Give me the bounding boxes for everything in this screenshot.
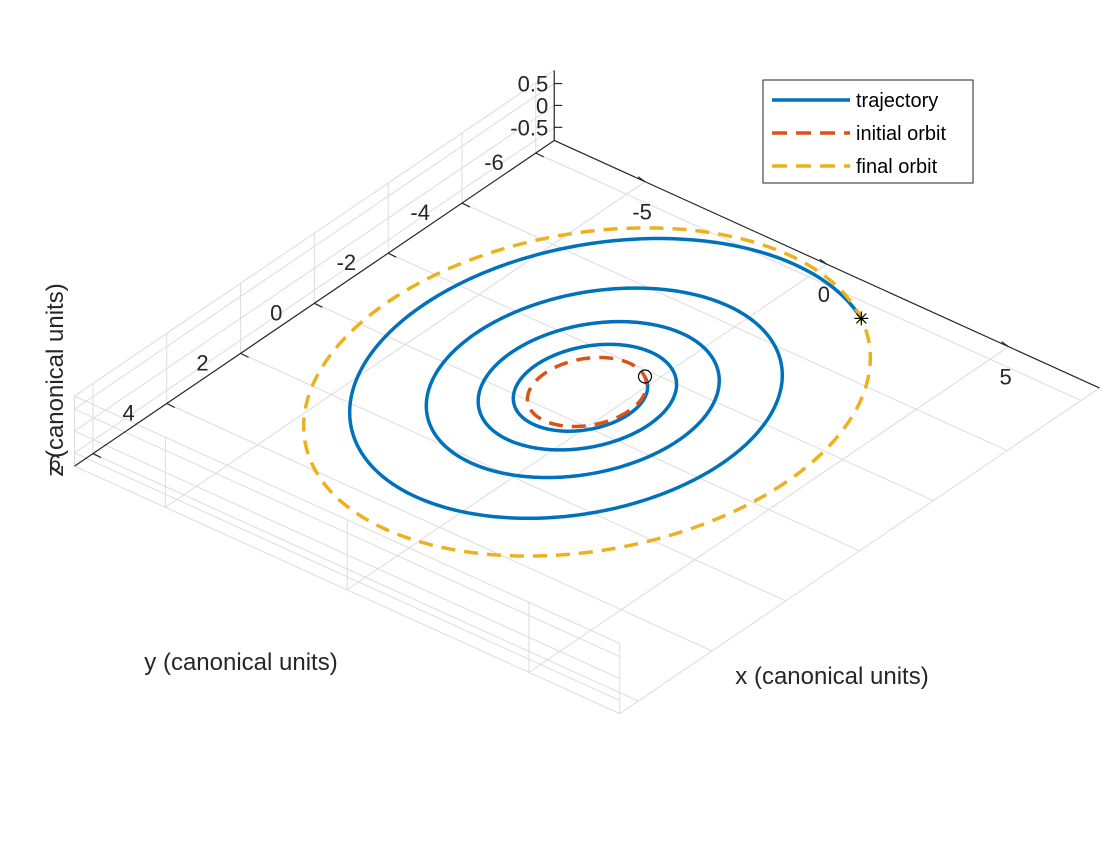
y-tick: [314, 302, 323, 308]
y-tick-label: -2: [337, 250, 357, 275]
pane-border: [619, 387, 1100, 715]
x-axis-label: x (canonical units): [735, 663, 928, 690]
y-tick-label: -6: [484, 150, 504, 175]
backwall-grid-z: [74, 408, 620, 658]
sidewall-grid-z: [74, 126, 555, 454]
y-tick-label: 2: [196, 350, 208, 375]
legend-label-initial-orbit: initial orbit: [856, 123, 946, 145]
y-axis-label: y (canonical units): [144, 649, 337, 676]
floor-grid-y: [240, 352, 787, 602]
marker-start: [637, 369, 653, 384]
marker-end: [854, 311, 869, 326]
y-axis-line: [74, 139, 555, 467]
y-tick-label: 6: [49, 451, 61, 476]
series-trajectory: [347, 236, 863, 521]
z-tick-label: 0.5: [518, 72, 549, 97]
legend-label-trajectory: trajectory: [856, 90, 938, 112]
pane-border: [74, 465, 620, 715]
floor-grid-y: [535, 152, 1082, 401]
grid-layer: [74, 69, 1100, 715]
y-tick: [240, 352, 249, 358]
legend: trajectory initial orbit final orbit: [762, 79, 974, 184]
backwall-grid-z: [74, 430, 620, 680]
marker-stroke: [855, 313, 867, 324]
legend-label-final-orbit: final orbit: [856, 156, 938, 178]
y-tick: [535, 152, 545, 158]
pane-border: [74, 69, 555, 397]
x-tick: [819, 258, 828, 265]
y-tick: [166, 402, 176, 409]
marker-layer: [637, 311, 869, 384]
x-tick: [1001, 341, 1009, 348]
x-tick-label: -5: [632, 200, 652, 225]
z-tick-label: 0: [536, 93, 548, 118]
y-tick-label: -4: [410, 200, 430, 225]
y-tick-label: 0: [270, 300, 282, 325]
series-final-orbit: [301, 226, 873, 558]
x-tick-label: 5: [999, 365, 1011, 390]
z-tick-label: -0.5: [510, 115, 548, 140]
y-tick: [387, 252, 397, 258]
backwall-grid-z: [74, 452, 620, 701]
y-tick: [92, 453, 102, 459]
x-tick: [637, 176, 646, 183]
y-tick: [461, 202, 471, 208]
series-initial-orbit: [525, 355, 649, 429]
sidewall-grid-z: [74, 105, 555, 432]
sidewall-grid-z: [74, 83, 555, 410]
x-tick-label: 0: [818, 282, 830, 307]
y-tick-label: 4: [123, 400, 135, 425]
z-axis-label: z (canonical units): [42, 283, 69, 476]
floor-grid-y: [166, 403, 713, 652]
data-layer: [301, 226, 873, 558]
floor-grid-y: [314, 302, 860, 552]
pane-border: [74, 395, 620, 644]
floor-grid-y: [92, 453, 639, 702]
floor-grid-y: [461, 202, 1008, 452]
floor-grid-y: [387, 252, 934, 502]
